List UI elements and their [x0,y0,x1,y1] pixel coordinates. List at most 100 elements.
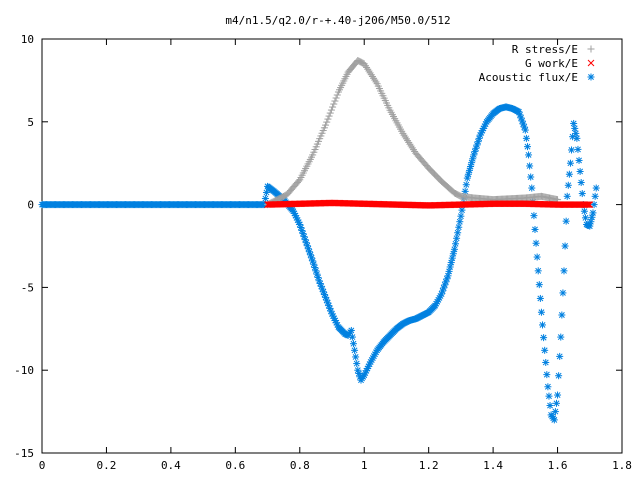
data-point [534,267,542,275]
data-point [551,408,559,416]
data-point [523,143,531,151]
data-point [556,352,564,360]
series-layer [38,57,600,424]
x-tick-label: 1.6 [548,459,568,472]
x-tick-label: 0.4 [161,459,181,472]
data-point [535,281,543,289]
data-point [349,340,357,348]
data-point [262,188,270,196]
legend-label: Acoustic flux/E [479,71,578,84]
y-tick-label: 10 [21,33,34,46]
data-point [539,321,547,329]
data-point [578,190,586,198]
y-tick-label: -5 [21,281,34,294]
data-point [560,267,568,275]
data-point [566,159,574,167]
y-tick-label: 5 [27,116,34,129]
y-tick-label: -15 [14,447,34,460]
data-point [449,250,457,258]
data-point [521,126,529,134]
data-point [565,170,573,178]
data-point [552,399,560,407]
data-point [537,308,545,316]
data-point [448,254,456,262]
data-point [447,259,455,267]
data-point [461,187,469,195]
data-point [544,383,552,391]
data-point [557,333,565,341]
y-tick-label: 0 [27,199,34,212]
data-point [351,346,359,354]
data-point [445,267,453,275]
data-point [333,91,341,99]
data-point [572,129,580,137]
data-point [543,371,551,379]
data-point [330,100,338,108]
data-point [406,140,414,148]
data-point [324,115,332,123]
data-point [563,192,571,200]
data-point [455,223,463,231]
data-point [470,151,478,159]
data-point [520,123,528,131]
data-point [541,346,549,354]
data-point [570,119,578,127]
data-point [366,69,374,77]
data-point [372,78,380,86]
x-tick-label: 1.4 [483,459,503,472]
data-point [368,72,376,80]
y-tick-label: -10 [14,364,34,377]
data-point [444,272,452,280]
data-point [457,212,465,220]
data-point [562,217,570,225]
data-point [399,129,407,137]
chart-title: m4/n1.5/q2.0/r-+.40-j206/M50.0/512 [225,14,450,27]
data-point [559,289,567,297]
data-point [542,358,550,366]
data-point [585,201,593,208]
data-point [329,103,337,111]
data-point [540,334,548,342]
data-point [352,353,360,361]
plot-frame [41,38,623,454]
data-point [575,156,583,164]
series-acoustic-flux-e [38,103,600,424]
data-point [371,76,379,84]
data-point [299,230,307,238]
data-point [526,162,534,170]
data-point [589,209,597,217]
data-point [408,144,416,152]
data-point [361,62,369,70]
data-point [353,360,361,368]
data-point [325,112,333,120]
x-tick-label: 1.2 [419,459,439,472]
data-point [462,181,470,189]
data-point [370,74,378,82]
data-point [587,218,595,226]
data-point [564,181,572,189]
data-point [407,142,415,150]
data-point [454,229,462,237]
data-point [528,184,536,192]
data-point [586,201,594,208]
data-point [590,201,598,209]
data-point [571,124,579,132]
x-tick-label: 1 [361,459,368,472]
data-point [446,263,454,271]
data-point [367,71,375,79]
data-point [588,213,596,221]
data-point [591,192,599,200]
data-point [533,253,541,261]
data-point [405,138,413,146]
data-point [581,214,589,222]
data-point [261,195,269,203]
x-tick-label: 0 [39,459,46,472]
data-point [322,121,330,129]
data-point [450,245,458,253]
x-tick-label: 1.8 [612,459,632,472]
x-tick-label: 0.8 [290,459,310,472]
data-point [400,131,408,139]
data-point [331,97,339,105]
legend-label: G work/E [525,57,578,70]
axis-ticks: 0 0.2 0.4 0.6 0.8 1 1.2 1.4 1.6 1.8 -15 -10 -5 0 5 10 [14,33,632,472]
